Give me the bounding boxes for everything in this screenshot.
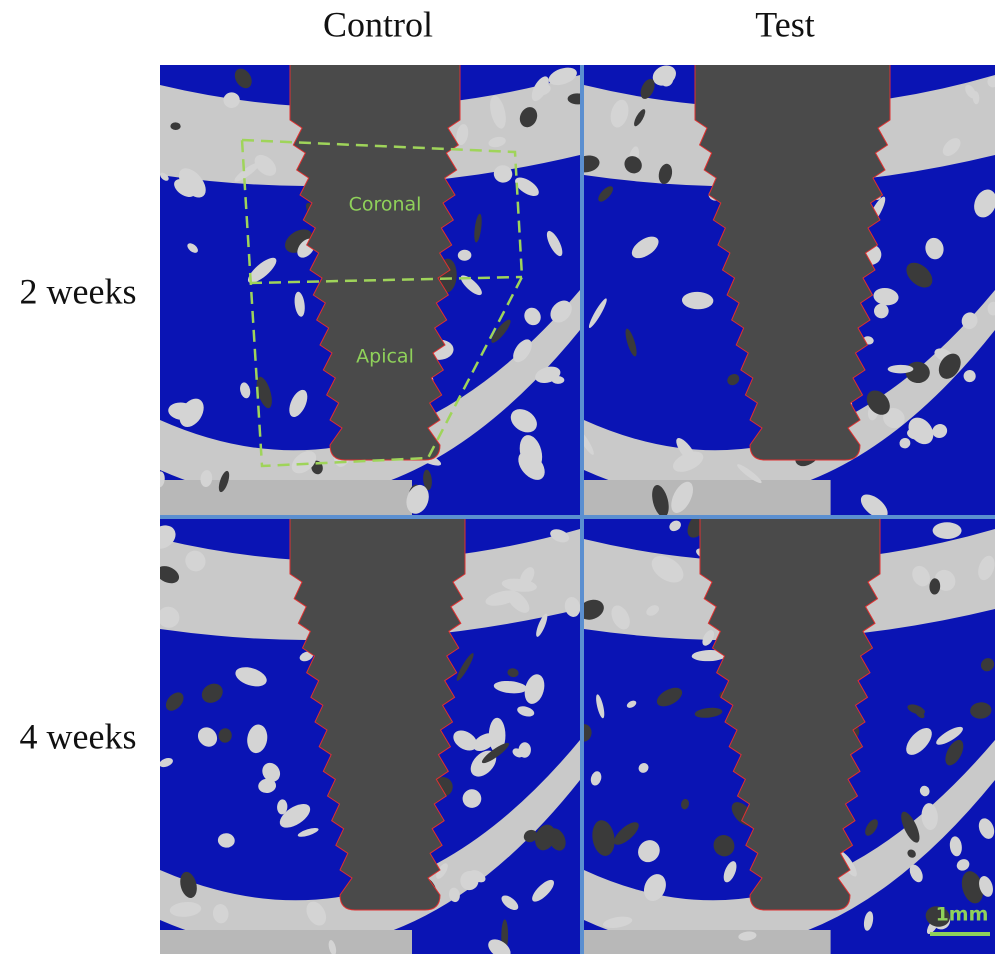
column-header: Control — [323, 4, 433, 44]
bone — [160, 930, 412, 954]
scale-bar-label: 1mm — [936, 904, 989, 926]
divider — [580, 65, 584, 954]
figure: Control Test 2 weeks 4 weeks Coronal Api… — [0, 0, 995, 954]
ct-panel — [576, 507, 995, 954]
trabecula — [933, 522, 962, 539]
scale-bar — [930, 932, 990, 936]
region-label: Apical — [356, 346, 414, 368]
panels — [145, 58, 995, 954]
row-label: 4 weeks — [20, 716, 137, 756]
ct-panel — [155, 58, 588, 540]
divider — [160, 515, 995, 519]
region-label: Coronal — [349, 194, 422, 216]
row-label: 2 weeks — [20, 271, 137, 311]
column-header: Test — [755, 4, 814, 44]
ct-panel — [573, 60, 995, 540]
bone — [584, 930, 831, 954]
ct-panel — [145, 506, 582, 954]
